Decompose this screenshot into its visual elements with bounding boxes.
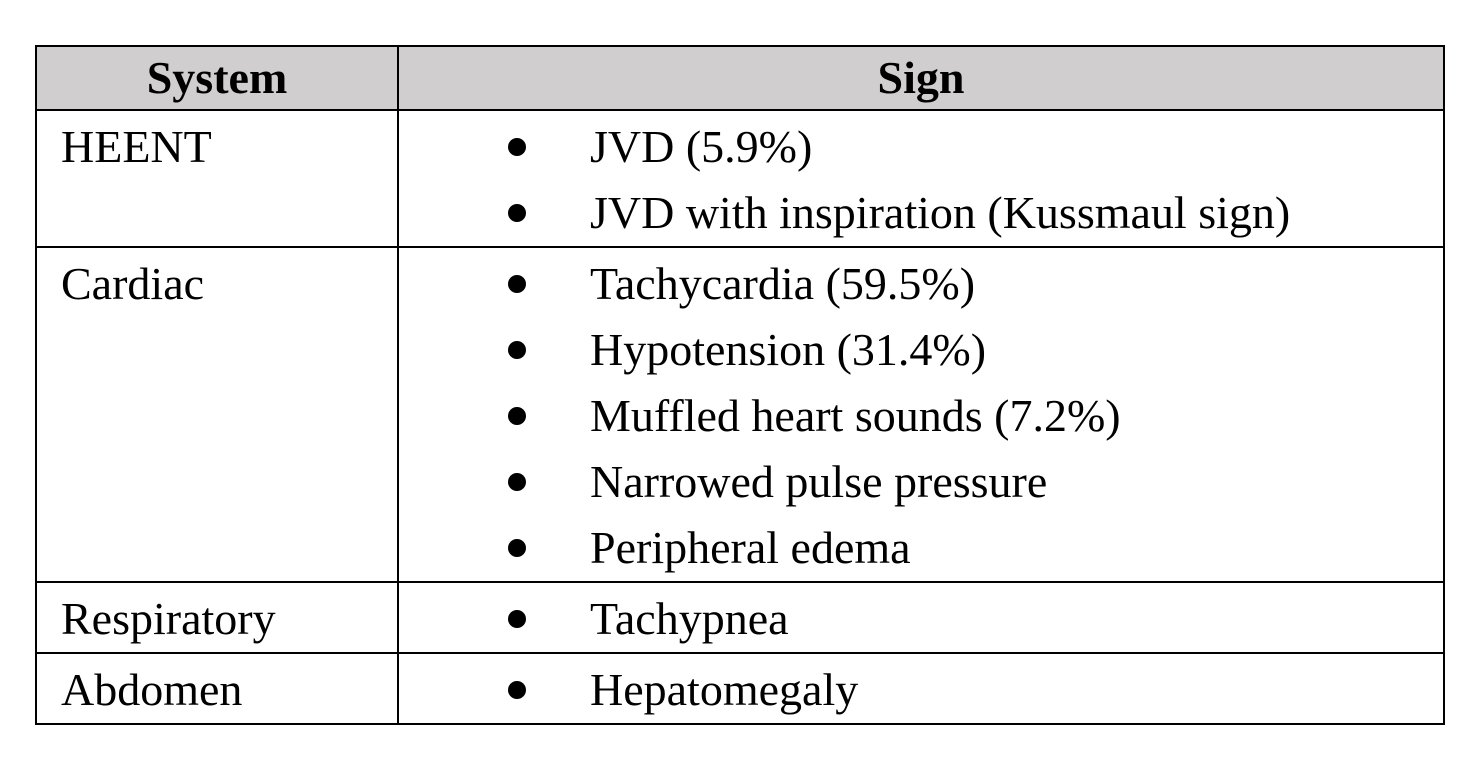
table-row: HEENT JVD (5.9%) JVD with inspiration (Kus… (37, 109, 1443, 246)
sign-item: JVD (5.9%) (399, 114, 1443, 180)
sign-cell: JVD (5.9%) JVD with inspiration (Kussmaul… (399, 111, 1443, 246)
sign-text: Tachypnea (590, 593, 789, 644)
table-row: Abdomen Hepatomegaly (37, 652, 1443, 723)
sign-item: Peripheral edema (399, 515, 1443, 581)
sign-item: Muffled heart sounds (7.2%) (399, 383, 1443, 449)
sign-text: JVD (5.9%) (590, 121, 813, 172)
sign-cell: Tachycardia (59.5%) Hypotension (31.4%) Mu… (399, 248, 1443, 581)
sign-text: Hepatomegaly (590, 664, 859, 715)
bullet (508, 138, 526, 156)
sign-text: Hypotension (31.4%) (590, 324, 987, 375)
table-row: Respiratory Tachypnea (37, 581, 1443, 652)
sign-cell: Tachypnea (399, 583, 1443, 652)
header-cell: Sign (877, 52, 965, 103)
system-cell: HEENT (37, 111, 399, 246)
bullet (508, 275, 526, 293)
bullet (508, 610, 526, 628)
bullet (508, 539, 526, 557)
signs-table: System Sign HEENT JVD (5.9%) JVD with inspir… (35, 45, 1445, 725)
bullet (508, 407, 526, 425)
sign-item: Narrowed pulse pressure (399, 449, 1443, 515)
system-cell: Respiratory (37, 583, 399, 652)
sign-item: Tachypnea (399, 586, 1443, 652)
bullet (508, 473, 526, 491)
sign-text: Narrowed pulse pressure (590, 456, 1048, 507)
system-cell: Cardiac (37, 248, 399, 581)
table-row: Cardiac Tachycardia (59.5%) Hypotension (3… (37, 246, 1443, 581)
sign-text: JVD with inspiration (Kussmaul sign) (590, 187, 1291, 238)
header-cell: System (37, 47, 399, 109)
sign-text: Muffled heart sounds (7.2%) (590, 390, 1121, 441)
bullet (508, 681, 526, 699)
sign-text: Tachycardia (59.5%) (590, 258, 976, 309)
sign-item: JVD with inspiration (Kussmaul sign) (399, 180, 1443, 246)
sign-text: Peripheral edema (590, 522, 911, 573)
bullet (508, 204, 526, 222)
sign-item: Hepatomegaly (399, 657, 1443, 723)
sign-cell: Hepatomegaly (399, 654, 1443, 723)
sign-item: Hypotension (31.4%) (399, 317, 1443, 383)
bullet (508, 341, 526, 359)
header-row: System Sign (37, 47, 1443, 109)
system-cell: Abdomen (37, 654, 399, 723)
sign-item: Tachycardia (59.5%) (399, 251, 1443, 317)
